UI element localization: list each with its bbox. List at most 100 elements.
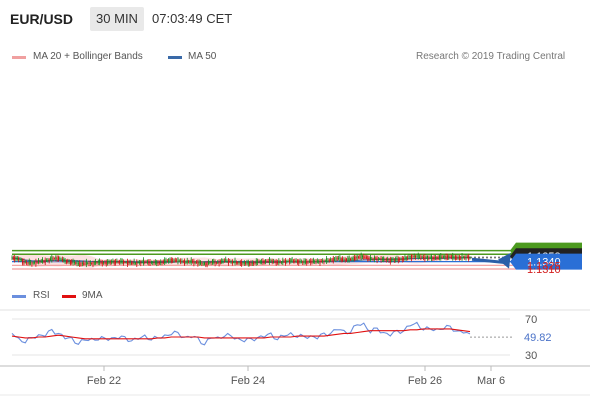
candle [72,258,74,266]
candle [40,259,42,263]
candle [311,258,313,265]
candle [96,261,98,265]
candle [65,259,67,265]
candle [61,256,63,263]
candle [462,255,464,259]
candle [340,257,342,263]
candles [11,252,471,268]
candle [405,256,407,261]
candle [326,255,328,264]
candle [262,258,264,265]
level-label-support-2: 1.1310 [527,264,561,276]
candle [328,258,330,263]
candle [186,257,188,265]
candle [87,261,89,265]
candle [117,260,119,264]
candle [267,258,269,264]
candle [83,260,85,266]
candle [184,258,186,266]
period-badge[interactable]: 30 MIN [90,7,144,31]
level-label-pivot: 1.1340 [527,257,561,269]
candle [288,257,290,265]
candle [255,258,257,266]
candle [204,261,205,266]
candle [215,261,217,265]
candle [131,260,132,265]
candle [377,257,379,261]
candle [127,258,128,267]
candle [47,258,49,263]
candle [392,257,394,262]
candle [54,257,55,260]
candle [178,259,180,263]
candle [111,259,113,265]
candle [449,254,451,259]
candle [279,260,281,264]
candle [442,255,444,259]
candle [198,259,200,266]
candle [415,254,417,260]
candle [342,256,344,263]
candle [319,259,321,267]
candle [222,258,224,264]
candle [454,254,456,261]
forecast-arrow-head-icon [498,252,511,269]
candle [368,256,370,262]
candle [30,259,32,266]
candle [69,259,71,266]
candle [356,254,358,261]
candle [59,256,61,261]
candle [253,260,255,266]
candle [75,261,77,265]
candle [181,258,183,264]
candle [395,256,397,263]
candle [354,254,355,262]
candle [266,259,268,264]
candle [43,259,45,264]
candle [201,261,203,267]
candle [217,260,219,265]
moving-averages [11,256,471,264]
candle [35,258,37,267]
candle [271,258,273,265]
candle [15,255,17,262]
candle [334,256,336,261]
candle [448,254,450,260]
candle [134,261,136,265]
candle [429,255,431,260]
candle [380,255,382,263]
candle [298,259,300,266]
candle [261,258,263,265]
candle [365,255,367,260]
candle [172,257,174,264]
candle [242,261,244,265]
candle [51,254,53,263]
candle [154,259,156,265]
candle [52,256,54,262]
candle [238,260,240,265]
candle [369,254,371,262]
candle [150,260,152,265]
candle [360,252,362,261]
candle [44,257,46,265]
candle [149,258,151,267]
ma50-swatch-icon [168,56,182,59]
candle [453,255,455,260]
candle [124,260,126,264]
candle [335,255,337,263]
candle [291,256,293,264]
candle [358,255,359,259]
candle [400,257,402,261]
candle [173,258,175,263]
candle [42,257,43,264]
ma20-legend-label: MA 20 + Bollinger Bands [33,51,143,62]
candle [322,258,324,264]
candle [282,257,284,266]
candle [302,260,304,266]
level-lines [12,249,516,270]
candle [46,258,47,262]
candle [379,257,381,261]
candle [26,260,28,266]
candle [79,260,81,267]
candle [115,258,117,266]
